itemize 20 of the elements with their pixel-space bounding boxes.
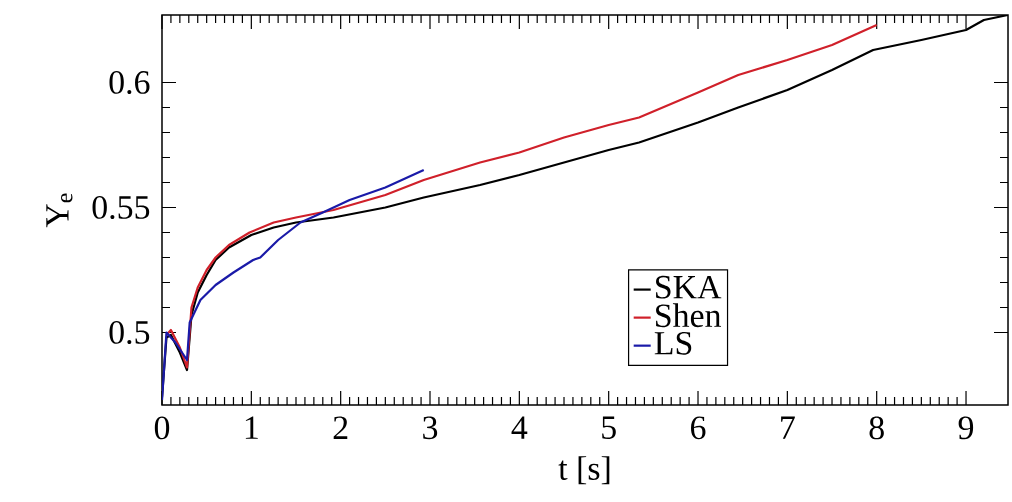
line-series [162, 168, 425, 402]
x-tick-label: 7 [781, 416, 795, 439]
x-tick-label: 9 [958, 416, 974, 440]
x-axis-title: t [s] [558, 456, 610, 485]
y-tick-label: 0.6 [109, 70, 150, 94]
x-tick-label: 3 [423, 416, 438, 440]
y-tick-label: 0.5 [109, 320, 150, 345]
x-tick-label: 6 [691, 416, 706, 440]
y-axis-title: Y$_{e}$ [46, 193, 73, 228]
x-tick-label: 5 [602, 416, 616, 439]
x-tick-label: 8 [869, 416, 884, 440]
line-series [165, 23, 878, 369]
x-tick-label: 4 [511, 416, 528, 439]
legend-label: Shen [656, 303, 722, 328]
legend-label: LS [654, 331, 692, 355]
x-tick-label: 1 [245, 416, 258, 439]
y-tick-label: 0.55 [92, 195, 150, 220]
legend-label: SKA [656, 275, 722, 299]
x-tick-label: 2 [333, 416, 348, 439]
x-tick-label: 0 [154, 416, 170, 440]
